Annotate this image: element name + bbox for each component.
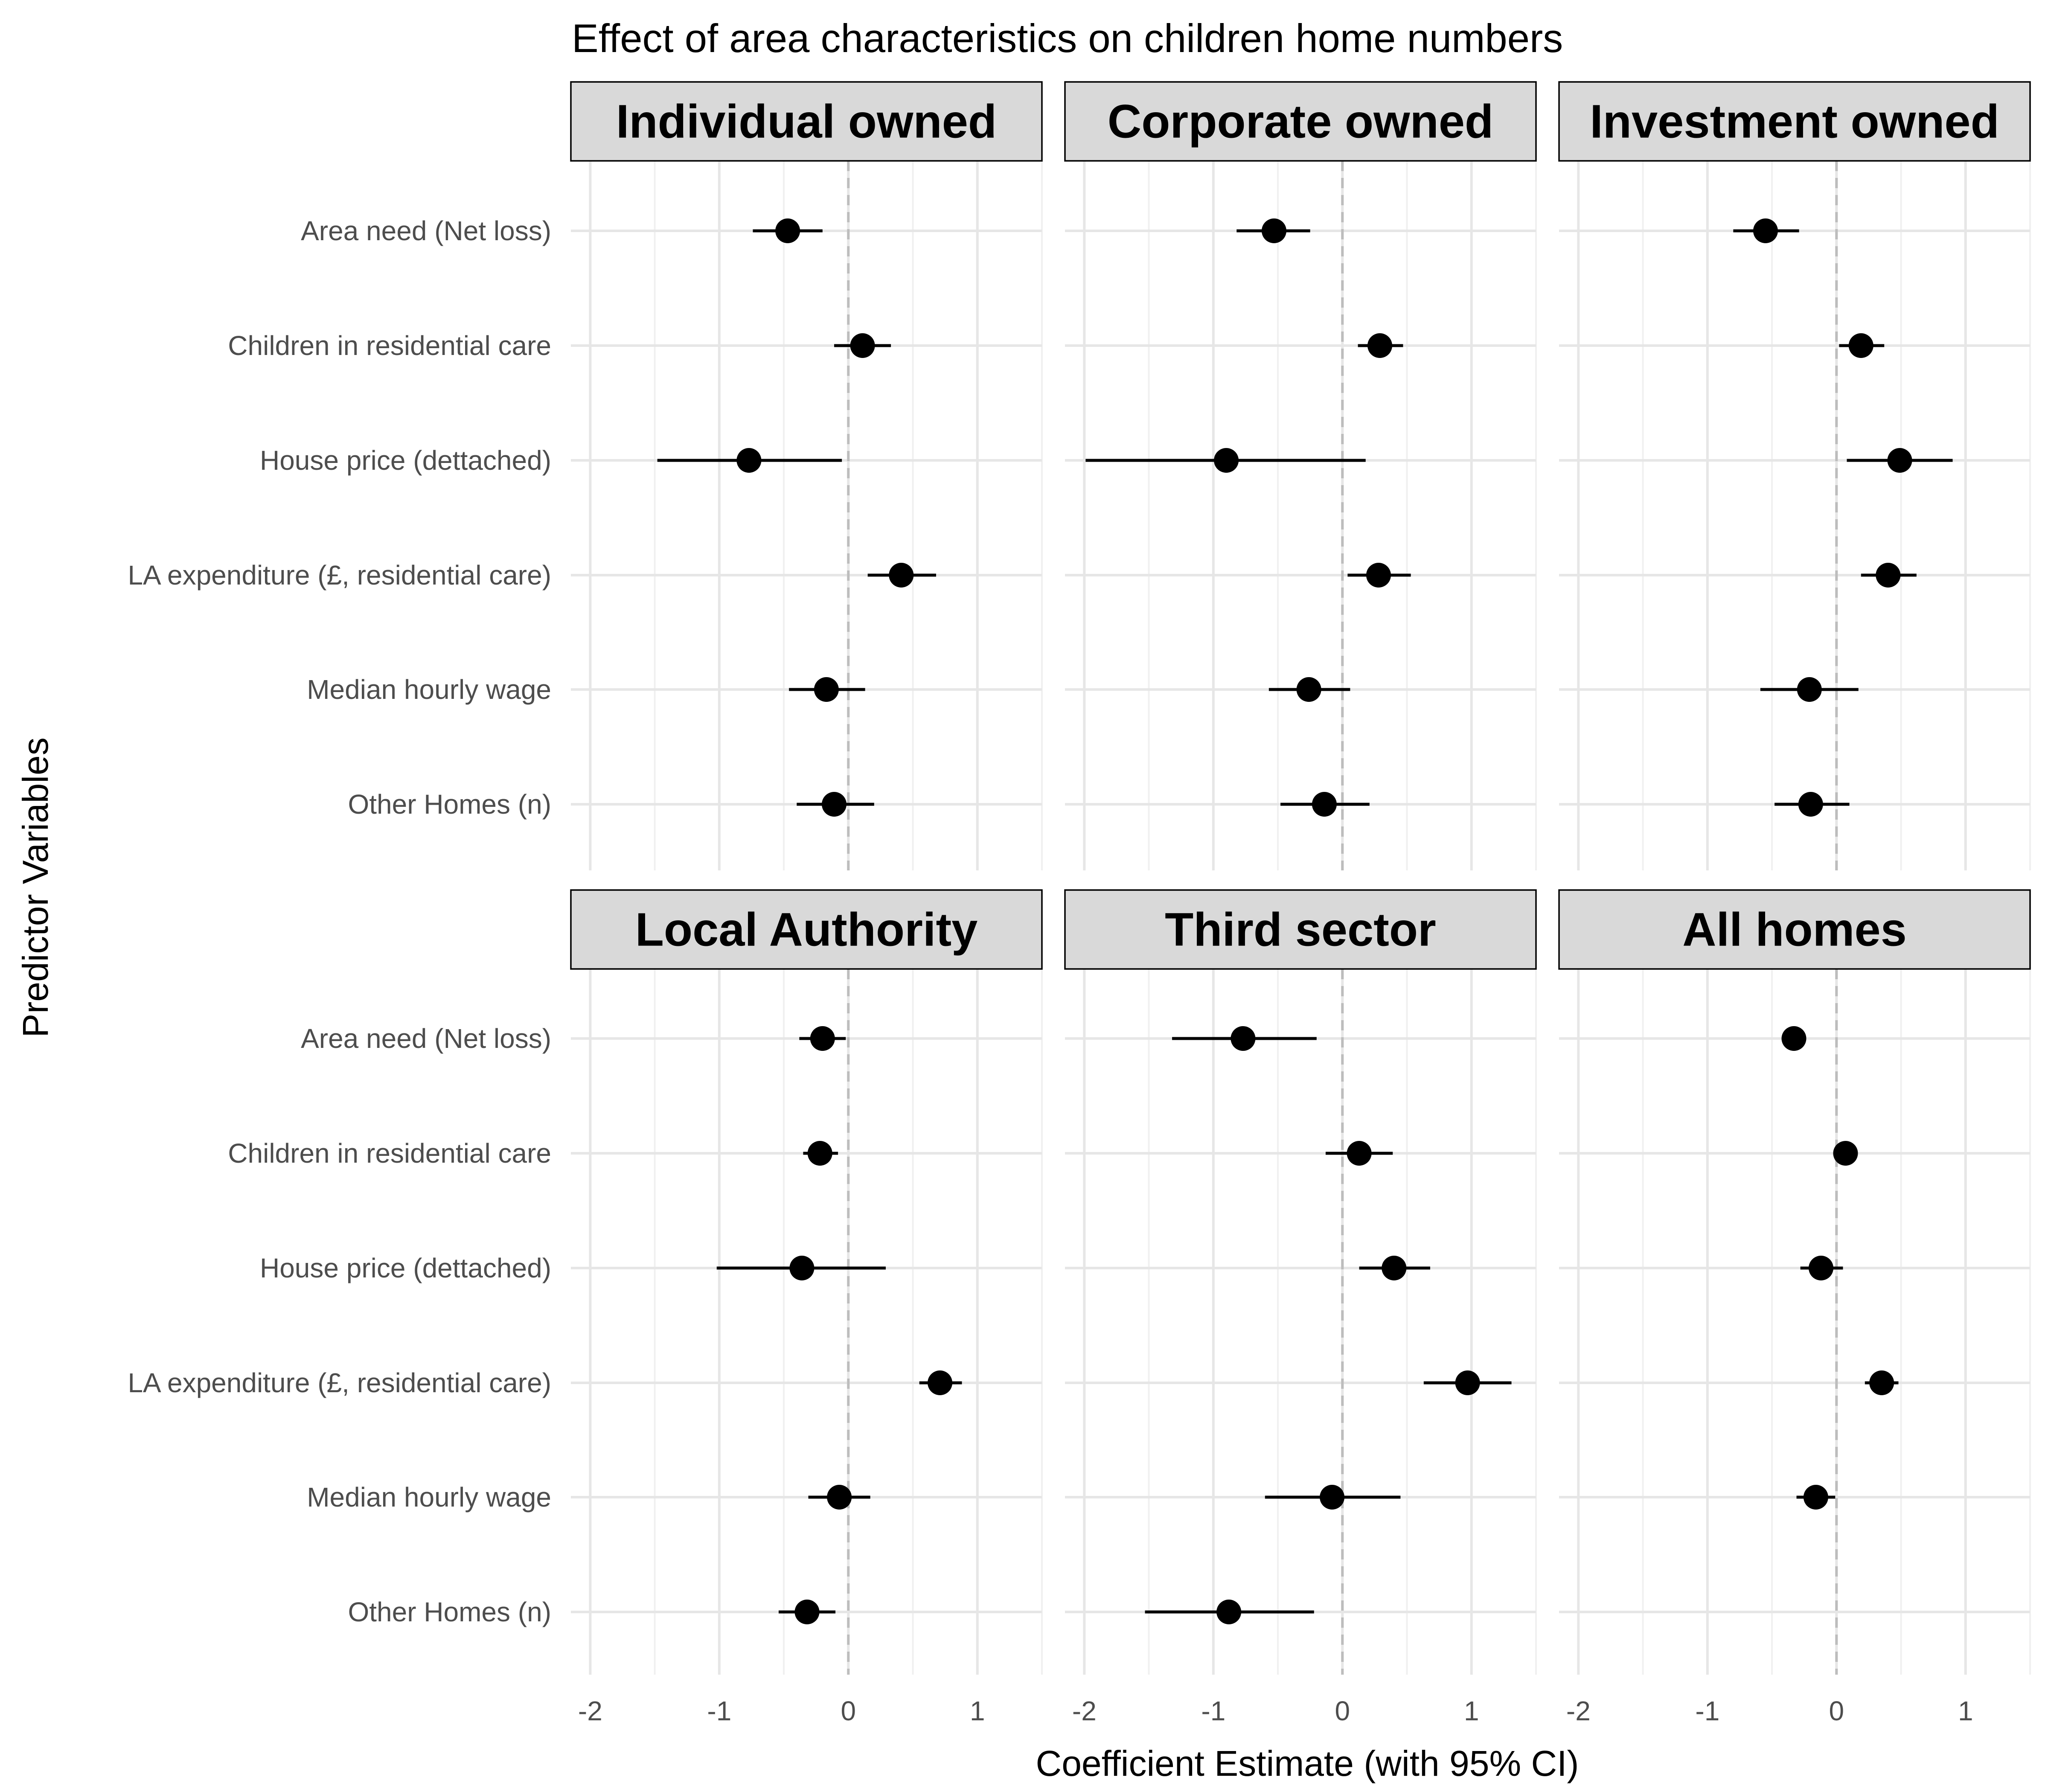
estimate-point-children-in-residential-care (1367, 333, 1393, 358)
facet-panel-local-authority: Local Authority Area need (Net loss) Child… (128, 889, 1043, 1726)
facet-panels: Individual owned Area need (Net loss) Chil… (128, 81, 2031, 1726)
facet-strip (1558, 81, 2031, 162)
y-tick-label: LA expenditure (£, residential care) (128, 560, 551, 591)
facet-strip (1064, 81, 1537, 162)
y-tick-label: Other Homes (n) (348, 789, 551, 820)
estimate-point-house-price-dettached (1809, 1256, 1834, 1280)
facet-panel-all-homes: All homes -2 -1 0 1 (1558, 889, 2031, 1726)
y-tick-label: Median hourly wage (307, 674, 551, 705)
estimate-point-other-homes-n (1798, 792, 1823, 817)
facet-strip-label: All homes (1682, 904, 1907, 956)
x-tick-label: -1 (707, 1696, 731, 1726)
estimate-point-children-in-residential-care (850, 333, 875, 358)
x-tick-label: 1 (970, 1696, 985, 1726)
y-tick-label: Area need (Net loss) (301, 215, 551, 246)
estimate-point-median-hourly-wage (1296, 677, 1321, 702)
y-tick-label: Area need (Net loss) (301, 1023, 551, 1054)
estimate-point-children-in-residential-care (1347, 1141, 1372, 1166)
estimate-point-median-hourly-wage (827, 1485, 852, 1510)
estimate-point-house-price-dettached (789, 1256, 815, 1280)
estimate-point-la-expenditure-residential-care (1869, 1370, 1894, 1395)
estimate-point-area-need-net-loss (810, 1026, 835, 1051)
facet-strip-label: Investment owned (1590, 96, 1999, 148)
estimate-point-la-expenditure-residential-care (928, 1370, 953, 1395)
y-tick-label: House price (dettached) (260, 1253, 551, 1283)
estimate-point-area-need-net-loss (1753, 218, 1778, 243)
estimate-point-other-homes-n (822, 792, 847, 817)
x-tick-label: 1 (1464, 1696, 1479, 1726)
estimate-point-children-in-residential-care (1833, 1141, 1858, 1166)
facet-strip (570, 889, 1043, 970)
estimate-point-median-hourly-wage (1803, 1485, 1828, 1510)
facet-strip-label: Individual owned (616, 96, 997, 148)
y-tick-label: LA expenditure (£, residential care) (128, 1367, 551, 1398)
facet-strip-label: Local Authority (635, 904, 978, 956)
estimate-point-house-price-dettached (736, 448, 762, 473)
x-tick-label: 1 (1958, 1696, 1973, 1726)
estimate-point-other-homes-n (1312, 792, 1337, 817)
estimate-point-area-need-net-loss (1781, 1026, 1807, 1051)
y-tick-label: Children in residential care (228, 1138, 551, 1169)
y-tick-label: House price (dettached) (260, 445, 551, 476)
estimate-point-la-expenditure-residential-care (1876, 563, 1901, 588)
estimate-point-la-expenditure-residential-care (889, 563, 914, 588)
estimate-point-area-need-net-loss (775, 218, 800, 243)
x-tick-label: -2 (578, 1696, 602, 1726)
x-tick-label: -1 (1201, 1696, 1225, 1726)
facet-strip-label: Third sector (1165, 904, 1436, 956)
x-tick-label: -1 (1695, 1696, 1719, 1726)
estimate-point-median-hourly-wage (814, 677, 839, 702)
x-tick-label: 0 (1335, 1696, 1350, 1726)
facet-strip-label: Corporate owned (1108, 96, 1494, 148)
x-tick-label: 0 (1829, 1696, 1844, 1726)
estimate-point-median-hourly-wage (1797, 677, 1822, 702)
facet-panel-individual-owned: Individual owned Area need (Net loss) Chil… (128, 81, 1043, 870)
facet-panel-investment-owned: Investment owned (1558, 81, 2031, 870)
facet-panel-corporate-owned: Corporate owned (1064, 81, 1537, 870)
y-axis-title: Predictor Variables (15, 737, 55, 1037)
estimate-point-median-hourly-wage (1320, 1485, 1345, 1510)
facet-strip (1558, 889, 2031, 970)
estimate-point-children-in-residential-care (1848, 333, 1873, 358)
x-tick-label: 0 (841, 1696, 856, 1726)
x-axis-title: Coefficient Estimate (with 95% CI) (1036, 1743, 1579, 1783)
estimate-point-house-price-dettached (1214, 448, 1239, 473)
estimate-point-house-price-dettached (1382, 1256, 1407, 1280)
x-tick-label: -2 (1072, 1696, 1097, 1726)
estimate-point-area-need-net-loss (1231, 1026, 1256, 1051)
x-tick-label: -2 (1566, 1696, 1591, 1726)
estimate-point-la-expenditure-residential-care (1366, 563, 1391, 588)
facet-panel-third-sector: Third sector -2 -1 0 1 (1064, 889, 1537, 1726)
estimate-point-other-homes-n (1216, 1600, 1242, 1624)
estimate-point-children-in-residential-care (807, 1141, 832, 1166)
estimate-point-other-homes-n (794, 1600, 820, 1624)
y-tick-label: Median hourly wage (307, 1482, 551, 1513)
estimate-point-house-price-dettached (1887, 448, 1912, 473)
facet-strip (1064, 889, 1537, 970)
estimate-point-la-expenditure-residential-care (1455, 1370, 1480, 1395)
estimate-point-area-need-net-loss (1261, 218, 1286, 243)
chart-title: Effect of area characteristics on childr… (572, 16, 1563, 61)
facet-strip (570, 81, 1043, 162)
y-tick-label: Children in residential care (228, 330, 551, 361)
y-tick-label: Other Homes (n) (348, 1597, 551, 1627)
